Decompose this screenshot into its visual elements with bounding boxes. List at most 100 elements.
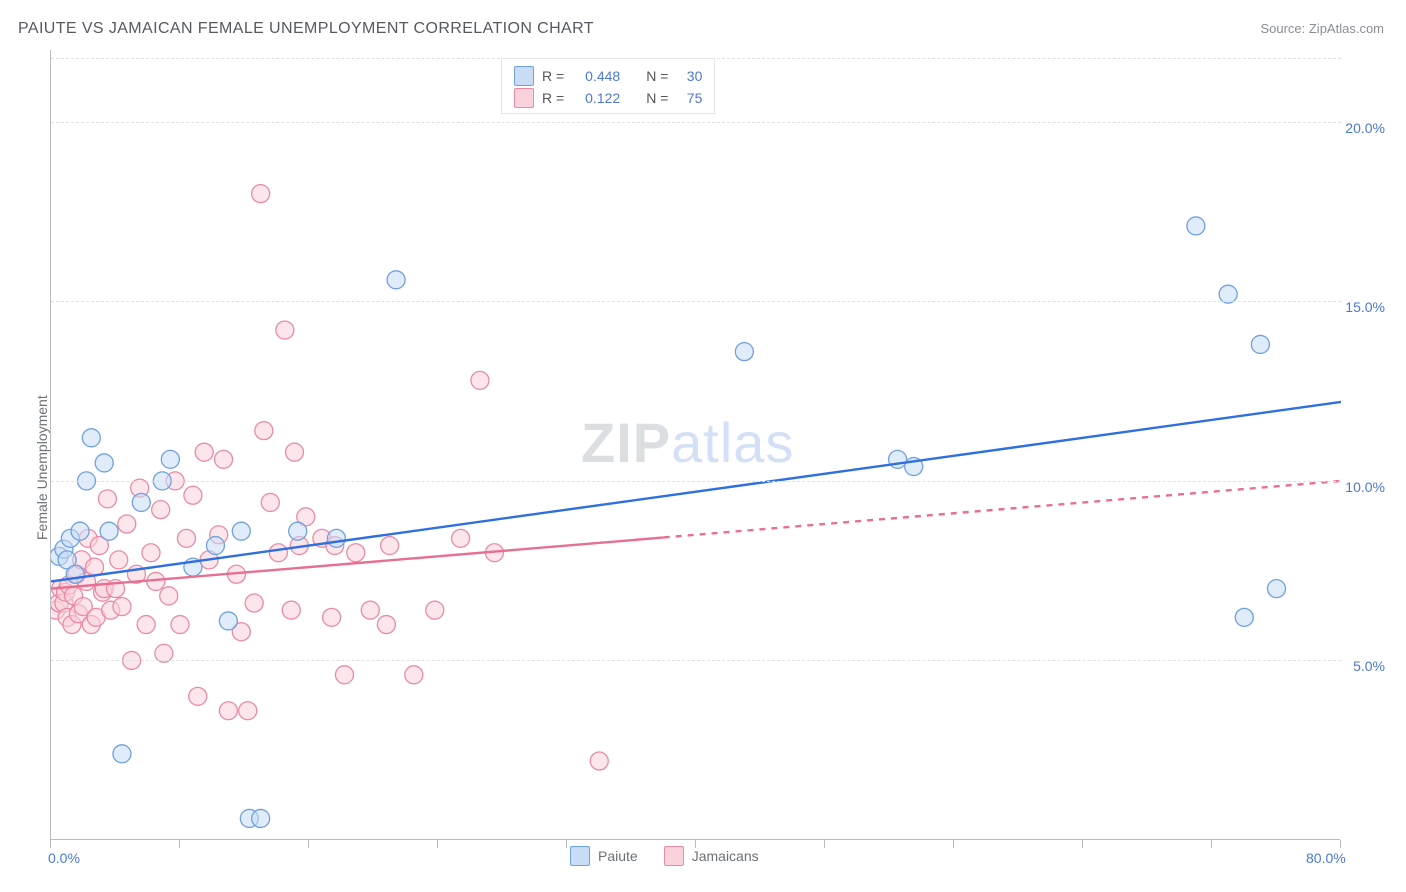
x-tick (1340, 840, 1341, 848)
x-tick (953, 840, 954, 848)
stats-row: R =0.122N =75 (514, 87, 702, 109)
data-point (232, 522, 250, 540)
data-point (289, 522, 307, 540)
data-point (113, 598, 131, 616)
data-point (100, 522, 118, 540)
data-point (269, 544, 287, 562)
data-point (735, 343, 753, 361)
data-point (161, 450, 179, 468)
y-tick-label: 5.0% (1315, 658, 1385, 674)
data-point (66, 565, 84, 583)
legend-swatch (514, 66, 534, 86)
data-point (252, 185, 270, 203)
data-point (171, 616, 189, 634)
stat-n-value: 75 (676, 87, 702, 109)
data-point (323, 608, 341, 626)
data-point (160, 587, 178, 605)
y-tick-label: 10.0% (1315, 479, 1385, 495)
data-point (452, 529, 470, 547)
legend-item: Jamaicans (664, 846, 759, 866)
data-point (219, 702, 237, 720)
data-point (239, 702, 257, 720)
y-tick-label: 20.0% (1315, 120, 1385, 136)
stat-n-label: N = (646, 65, 668, 87)
data-point (327, 529, 345, 547)
stat-r-value: 0.448 (572, 65, 620, 87)
x-tick (566, 840, 567, 848)
data-point (471, 371, 489, 389)
data-point (285, 443, 303, 461)
data-point (189, 687, 207, 705)
stat-r-label: R = (542, 87, 564, 109)
stat-n-value: 30 (676, 65, 702, 87)
data-point (95, 454, 113, 472)
plot-area: ZIPatlas R =0.448N =30R =0.122N =75 (50, 50, 1340, 840)
x-tick (1082, 840, 1083, 848)
data-point (98, 490, 116, 508)
data-point (137, 616, 155, 634)
data-point (335, 666, 353, 684)
data-point (426, 601, 444, 619)
data-point (387, 271, 405, 289)
legend-swatch (514, 88, 534, 108)
stat-r-label: R = (542, 65, 564, 87)
x-tick (1211, 840, 1212, 848)
x-tick (308, 840, 309, 848)
data-point (142, 544, 160, 562)
data-point (252, 809, 270, 827)
gridline (51, 122, 1341, 123)
x-tick (179, 840, 180, 848)
regression-line (51, 402, 1341, 582)
y-axis-label: Female Unemployment (34, 395, 50, 540)
data-point (113, 745, 131, 763)
stats-legend: R =0.448N =30R =0.122N =75 (501, 58, 715, 114)
data-point (118, 515, 136, 533)
data-point (1251, 335, 1269, 353)
x-tick (437, 840, 438, 848)
data-point (215, 450, 233, 468)
data-point (219, 612, 237, 630)
legend-item: Paiute (570, 846, 638, 866)
legend-swatch (570, 846, 590, 866)
source-label: Source: ZipAtlas.com (1260, 21, 1384, 36)
x-min-label: 0.0% (48, 850, 80, 866)
gridline (51, 301, 1341, 302)
data-point (132, 493, 150, 511)
data-point (1268, 580, 1286, 598)
data-point (347, 544, 365, 562)
data-point (71, 522, 89, 540)
data-point (361, 601, 379, 619)
plot-wrap: Female Unemployment ZIPatlas R =0.448N =… (50, 50, 1370, 840)
data-point (261, 493, 279, 511)
chart-title: PAIUTE VS JAMAICAN FEMALE UNEMPLOYMENT C… (18, 20, 594, 38)
data-point (184, 486, 202, 504)
x-tick (824, 840, 825, 848)
data-point (1235, 608, 1253, 626)
stats-row: R = 0.448 N = 30 (514, 65, 702, 87)
data-point (1187, 217, 1205, 235)
x-tick (50, 840, 51, 848)
data-point (152, 501, 170, 519)
legend-label: Paiute (598, 848, 638, 864)
regression-line (664, 481, 1341, 538)
data-point (195, 443, 213, 461)
data-point (377, 616, 395, 634)
legend-label: Jamaicans (692, 848, 759, 864)
data-point (381, 537, 399, 555)
data-point (590, 752, 608, 770)
bottom-legend: Paiute Jamaicans (570, 846, 759, 866)
data-point (206, 537, 224, 555)
legend-swatch (664, 846, 684, 866)
data-point (245, 594, 263, 612)
gridline (51, 481, 1341, 482)
data-point (282, 601, 300, 619)
data-point (82, 429, 100, 447)
stat-n-label: N = (646, 87, 668, 109)
data-point (177, 529, 195, 547)
scatter-svg (51, 50, 1341, 840)
gridline (51, 660, 1341, 661)
data-point (405, 666, 423, 684)
data-point (110, 551, 128, 569)
data-point (255, 422, 273, 440)
data-point (276, 321, 294, 339)
